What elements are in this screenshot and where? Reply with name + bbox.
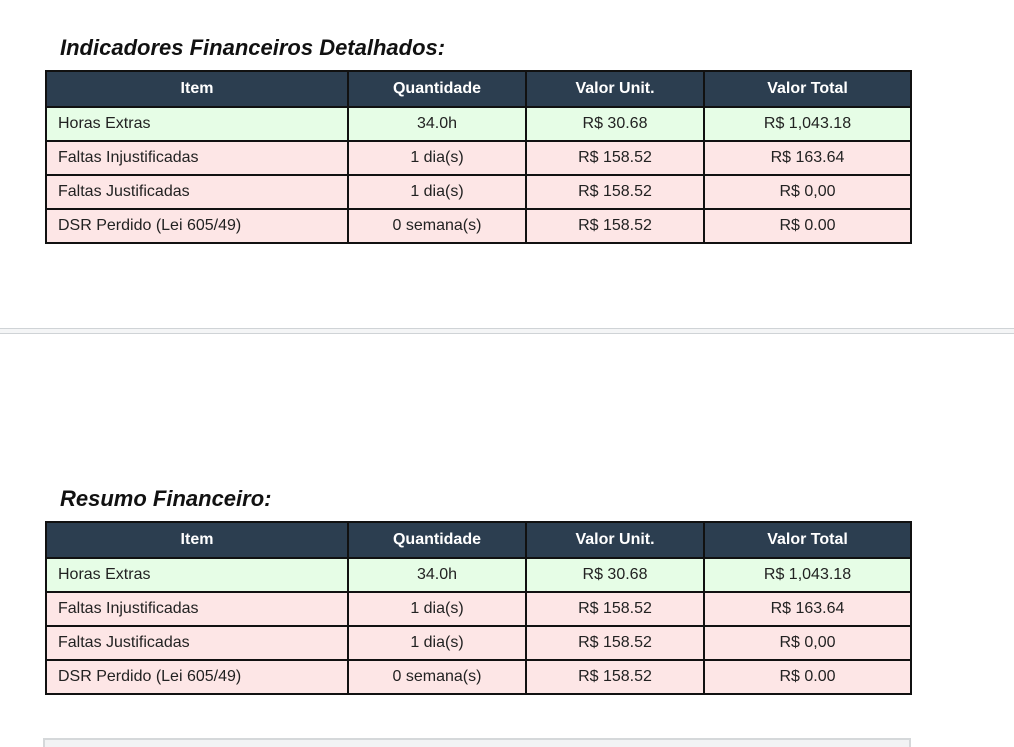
cell-item: Faltas Injustificadas [45,140,349,176]
table-row: Horas Extras 34.0h R$ 30.68 R$ 1,043.18 [45,557,912,593]
cell-quantidade: 1 dia(s) [347,625,527,661]
column-header-valor-total: Valor Total [703,521,912,559]
cell-quantidade: 34.0h [347,557,527,593]
table-row: Faltas Justificadas 1 dia(s) R$ 158.52 R… [45,174,912,210]
cell-valor-unit: R$ 30.68 [525,106,705,142]
table-row: Horas Extras 34.0h R$ 30.68 R$ 1,043.18 [45,106,912,142]
financial-table: Item Quantidade Valor Unit. Valor Total … [45,521,912,695]
column-header-quantidade: Quantidade [347,70,527,108]
cell-item: Faltas Justificadas [45,174,349,210]
cell-valor-unit: R$ 158.52 [525,625,705,661]
cell-valor-unit: R$ 158.52 [525,140,705,176]
column-header-item: Item [45,70,349,108]
table-row: DSR Perdido (Lei 605/49) 0 semana(s) R$ … [45,659,912,695]
column-header-quantidade: Quantidade [347,521,527,559]
section-divider [0,328,1014,334]
cell-valor-total: R$ 0,00 [703,625,912,661]
cell-valor-unit: R$ 158.52 [525,208,705,244]
cell-valor-total: R$ 163.64 [703,591,912,627]
cell-quantidade: 1 dia(s) [347,591,527,627]
cell-valor-unit: R$ 30.68 [525,557,705,593]
cell-valor-total: R$ 163.64 [703,140,912,176]
cell-item: Horas Extras [45,557,349,593]
table-row: Faltas Injustificadas 1 dia(s) R$ 158.52… [45,591,912,627]
next-section-box [43,738,911,747]
section-title: Indicadores Financeiros Detalhados: [60,35,446,60]
section-title: Resumo Financeiro: [60,486,272,511]
cell-item: Horas Extras [45,106,349,142]
cell-valor-total: R$ 0.00 [703,659,912,695]
cell-item: DSR Perdido (Lei 605/49) [45,208,349,244]
cell-valor-total: R$ 1,043.18 [703,106,912,142]
column-header-item: Item [45,521,349,559]
table-row: DSR Perdido (Lei 605/49) 0 semana(s) R$ … [45,208,912,244]
cell-valor-total: R$ 0,00 [703,174,912,210]
cell-valor-total: R$ 0.00 [703,208,912,244]
cell-valor-total: R$ 1,043.18 [703,557,912,593]
table-header-row: Item Quantidade Valor Unit. Valor Total [45,521,912,559]
table-header-row: Item Quantidade Valor Unit. Valor Total [45,70,912,108]
section-resumo: Resumo Financeiro: Item Quantidade Valor… [45,484,912,695]
column-header-valor-unit: Valor Unit. [525,521,705,559]
table-row: Faltas Justificadas 1 dia(s) R$ 158.52 R… [45,625,912,661]
cell-valor-unit: R$ 158.52 [525,659,705,695]
cell-item: Faltas Injustificadas [45,591,349,627]
table-row: Faltas Injustificadas 1 dia(s) R$ 158.52… [45,140,912,176]
cell-item: Faltas Justificadas [45,625,349,661]
cell-quantidade: 0 semana(s) [347,208,527,244]
cell-quantidade: 34.0h [347,106,527,142]
cell-quantidade: 1 dia(s) [347,140,527,176]
cell-item: DSR Perdido (Lei 605/49) [45,659,349,695]
section-indicadores: Indicadores Financeiros Detalhados: Item… [45,33,912,244]
cell-quantidade: 1 dia(s) [347,174,527,210]
financial-table: Item Quantidade Valor Unit. Valor Total … [45,70,912,244]
cell-valor-unit: R$ 158.52 [525,174,705,210]
column-header-valor-unit: Valor Unit. [525,70,705,108]
cell-quantidade: 0 semana(s) [347,659,527,695]
cell-valor-unit: R$ 158.52 [525,591,705,627]
column-header-valor-total: Valor Total [703,70,912,108]
